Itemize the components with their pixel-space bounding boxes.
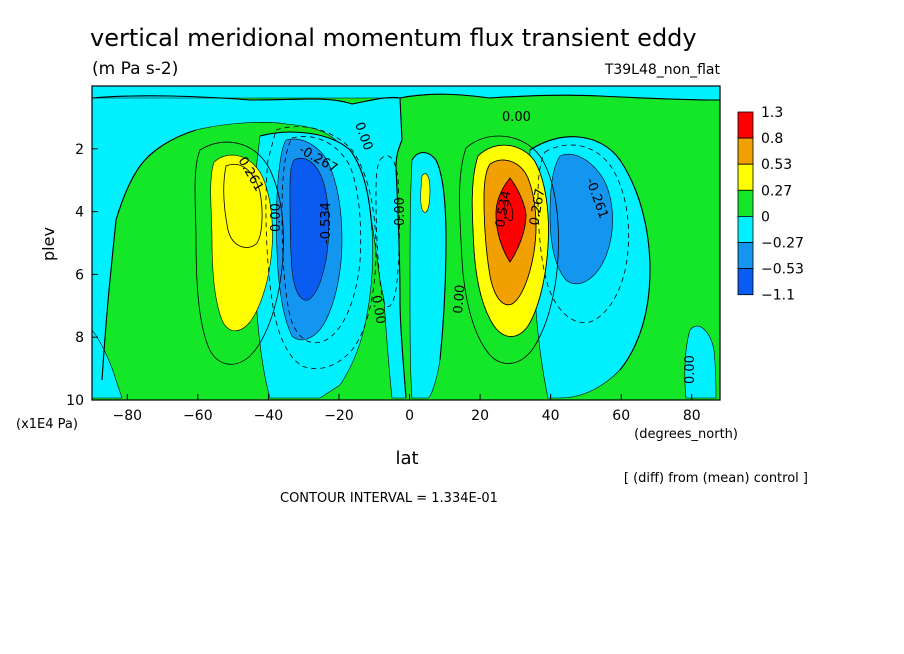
colorbar-swatch <box>737 242 754 270</box>
fill-negative-light-southwest <box>91 329 123 399</box>
colorbar-label: 0.53 <box>761 157 792 173</box>
colorbar-swatch <box>737 163 754 191</box>
fill-negative-mid-north <box>549 154 613 285</box>
contour-label: -0.534 <box>319 202 334 244</box>
contour-label: 0.00 <box>368 294 388 325</box>
x-tick-label: −80 <box>113 408 143 424</box>
x-axis: −80 −60 −40 −20 0 20 40 60 80 <box>113 394 701 424</box>
y-tick-label: 6 <box>75 267 84 283</box>
contour-interval: CONTOUR INTERVAL = 1.334E-01 <box>280 491 498 506</box>
contour-label: 0.534 <box>493 189 514 228</box>
diff-note: [ (diff) from (mean) control ] <box>624 471 808 486</box>
x-tick-label: −40 <box>254 408 284 424</box>
plot-area: 0.00 0.00 0.00 0.00 0.00 0.00 0.261 -0.2… <box>91 85 721 401</box>
run-label: T39L48_non_flat <box>604 62 721 78</box>
colorbar-label: 0.8 <box>761 131 783 147</box>
units-label: (m Pa s-2) <box>92 59 178 79</box>
fill-negative-light-northeast <box>684 325 717 399</box>
y-axis-label: plev <box>39 227 58 261</box>
colorbar-label: −0.53 <box>761 262 804 278</box>
x-axis-label: lat <box>395 448 418 469</box>
positive-contour-lines <box>194 135 559 365</box>
x-tick-label: −20 <box>324 408 354 424</box>
contour-label: 0.267 <box>527 187 548 226</box>
y-axis: 2 4 6 8 10 <box>66 142 98 409</box>
colorbar: 1.3 0.8 0.53 0.27 0 −0.27 −0.53 −1.1 <box>737 105 804 304</box>
y-tick-label: 8 <box>75 330 84 346</box>
contour-label: 0.00 <box>451 284 468 314</box>
plot-frame <box>91 85 721 401</box>
colorbar-label: 0.27 <box>761 183 792 199</box>
y-tick-label: 2 <box>75 142 84 158</box>
x-axis-unit: (degrees_north) <box>634 427 738 442</box>
contour-label: 0.00 <box>393 197 408 226</box>
chart-title: vertical meridional momentum flux transi… <box>90 24 697 52</box>
fill-negative-dark-south <box>289 158 330 301</box>
colorbar-swatch <box>737 189 754 217</box>
fill-positive-yellow-south <box>210 154 273 332</box>
contour-label: 0.00 <box>683 355 698 384</box>
x-tick-label: 20 <box>471 408 489 424</box>
x-tick-label: 80 <box>683 408 701 424</box>
colorbar-label: 0 <box>761 209 770 225</box>
zero-contour-lines <box>91 93 721 399</box>
y-tick-label: 10 <box>66 393 84 409</box>
x-tick-label: 40 <box>542 408 560 424</box>
y-tick-label: 4 <box>75 205 84 221</box>
contour-label: 0.00 <box>269 203 284 232</box>
colorbar-label: 1.3 <box>761 105 783 121</box>
colorbar-swatch <box>737 215 754 243</box>
x-tick-label: 0 <box>405 408 414 424</box>
contour-label: 0.00 <box>502 110 531 125</box>
y-axis-unit: (x1E4 Pa) <box>16 417 78 432</box>
colorbar-label: −1.1 <box>761 288 795 304</box>
x-tick-label: −60 <box>183 408 213 424</box>
colorbar-swatch <box>737 137 754 165</box>
x-tick-label: 60 <box>612 408 630 424</box>
colorbar-swatch <box>737 268 754 296</box>
colorbar-label: −0.27 <box>761 236 804 252</box>
fill-positive-yellow-equator <box>420 173 431 213</box>
colorbar-swatch <box>737 111 754 139</box>
